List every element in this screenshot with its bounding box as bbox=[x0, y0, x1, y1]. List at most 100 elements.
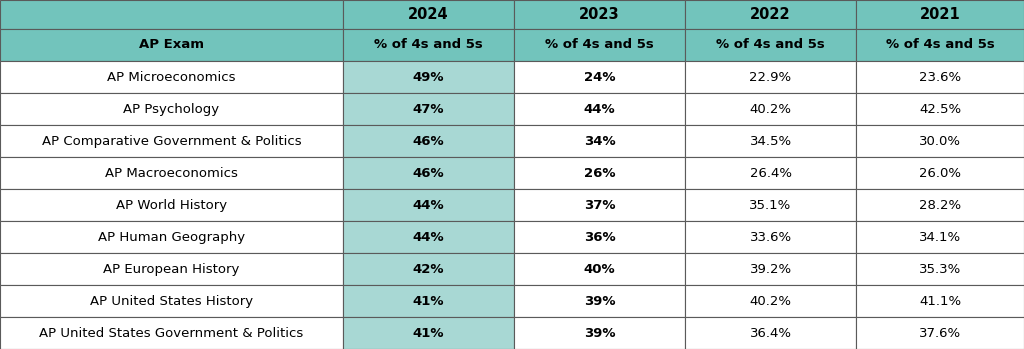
Text: 34.1%: 34.1% bbox=[919, 231, 962, 244]
Bar bbox=[343, 61, 514, 93]
Bar bbox=[685, 317, 856, 349]
Bar bbox=[0, 61, 343, 93]
Text: 40.2%: 40.2% bbox=[750, 103, 792, 116]
Bar bbox=[685, 221, 856, 253]
Bar bbox=[856, 157, 1024, 189]
Bar bbox=[0, 125, 343, 157]
Text: 22.9%: 22.9% bbox=[750, 70, 792, 83]
Bar bbox=[0, 285, 343, 317]
Bar bbox=[685, 189, 856, 221]
Bar bbox=[343, 0, 514, 29]
Bar bbox=[514, 0, 685, 29]
Text: 36.4%: 36.4% bbox=[750, 327, 792, 340]
Bar bbox=[514, 93, 685, 125]
Bar bbox=[685, 285, 856, 317]
Text: 35.3%: 35.3% bbox=[919, 262, 962, 275]
Text: % of 4s and 5s: % of 4s and 5s bbox=[716, 38, 825, 51]
Bar bbox=[0, 0, 343, 29]
Text: % of 4s and 5s: % of 4s and 5s bbox=[545, 38, 654, 51]
Text: 37%: 37% bbox=[584, 199, 615, 211]
Text: AP United States History: AP United States History bbox=[90, 295, 253, 307]
Bar bbox=[343, 157, 514, 189]
Bar bbox=[343, 317, 514, 349]
Bar bbox=[343, 221, 514, 253]
Text: 33.6%: 33.6% bbox=[750, 231, 792, 244]
Bar bbox=[514, 221, 685, 253]
Bar bbox=[856, 0, 1024, 29]
Text: 40%: 40% bbox=[584, 262, 615, 275]
Text: 44%: 44% bbox=[413, 231, 444, 244]
Text: 39%: 39% bbox=[584, 327, 615, 340]
Bar bbox=[514, 61, 685, 93]
Text: 28.2%: 28.2% bbox=[919, 199, 962, 211]
Bar bbox=[856, 221, 1024, 253]
Text: AP United States Government & Politics: AP United States Government & Politics bbox=[39, 327, 304, 340]
Text: 46%: 46% bbox=[413, 135, 444, 148]
Text: 26%: 26% bbox=[584, 166, 615, 179]
Text: 23.6%: 23.6% bbox=[919, 70, 962, 83]
Text: 35.1%: 35.1% bbox=[750, 199, 792, 211]
Text: 39.2%: 39.2% bbox=[750, 262, 792, 275]
Bar bbox=[514, 157, 685, 189]
Bar bbox=[514, 29, 685, 61]
Bar bbox=[0, 157, 343, 189]
Bar bbox=[0, 317, 343, 349]
Bar bbox=[856, 317, 1024, 349]
Text: AP World History: AP World History bbox=[116, 199, 227, 211]
Text: 26.0%: 26.0% bbox=[919, 166, 962, 179]
Text: % of 4s and 5s: % of 4s and 5s bbox=[374, 38, 483, 51]
Text: 30.0%: 30.0% bbox=[919, 135, 962, 148]
Text: 39%: 39% bbox=[584, 295, 615, 307]
Bar bbox=[514, 125, 685, 157]
Text: 26.4%: 26.4% bbox=[750, 166, 792, 179]
Text: AP European History: AP European History bbox=[103, 262, 240, 275]
Text: 41%: 41% bbox=[413, 295, 444, 307]
Text: 41%: 41% bbox=[413, 327, 444, 340]
Text: 41.1%: 41.1% bbox=[919, 295, 962, 307]
Text: AP Macroeconomics: AP Macroeconomics bbox=[105, 166, 238, 179]
Text: 34.5%: 34.5% bbox=[750, 135, 792, 148]
Bar bbox=[856, 189, 1024, 221]
Bar bbox=[0, 253, 343, 285]
Text: 44%: 44% bbox=[584, 103, 615, 116]
Text: 2024: 2024 bbox=[409, 7, 449, 22]
Bar bbox=[514, 189, 685, 221]
Bar bbox=[685, 0, 856, 29]
Bar bbox=[685, 253, 856, 285]
Bar bbox=[856, 29, 1024, 61]
Bar bbox=[343, 125, 514, 157]
Text: 40.2%: 40.2% bbox=[750, 295, 792, 307]
Bar bbox=[0, 221, 343, 253]
Text: 37.6%: 37.6% bbox=[919, 327, 962, 340]
Text: 42.5%: 42.5% bbox=[919, 103, 962, 116]
Text: 2021: 2021 bbox=[920, 7, 961, 22]
Text: 46%: 46% bbox=[413, 166, 444, 179]
Bar bbox=[856, 125, 1024, 157]
Bar bbox=[343, 253, 514, 285]
Text: 34%: 34% bbox=[584, 135, 615, 148]
Text: AP Psychology: AP Psychology bbox=[124, 103, 219, 116]
Text: 44%: 44% bbox=[413, 199, 444, 211]
Text: 47%: 47% bbox=[413, 103, 444, 116]
Bar bbox=[0, 29, 343, 61]
Bar bbox=[856, 93, 1024, 125]
Bar bbox=[343, 93, 514, 125]
Text: 42%: 42% bbox=[413, 262, 444, 275]
Text: AP Microeconomics: AP Microeconomics bbox=[108, 70, 236, 83]
Text: AP Human Geography: AP Human Geography bbox=[98, 231, 245, 244]
Bar bbox=[514, 253, 685, 285]
Text: AP Exam: AP Exam bbox=[139, 38, 204, 51]
Bar bbox=[685, 157, 856, 189]
Bar bbox=[0, 189, 343, 221]
Bar bbox=[343, 285, 514, 317]
Text: 2022: 2022 bbox=[751, 7, 791, 22]
Bar bbox=[856, 61, 1024, 93]
Bar bbox=[343, 29, 514, 61]
Text: 49%: 49% bbox=[413, 70, 444, 83]
Bar bbox=[685, 29, 856, 61]
Bar bbox=[514, 317, 685, 349]
Text: % of 4s and 5s: % of 4s and 5s bbox=[886, 38, 994, 51]
Bar bbox=[0, 93, 343, 125]
Bar bbox=[685, 125, 856, 157]
Bar bbox=[856, 285, 1024, 317]
